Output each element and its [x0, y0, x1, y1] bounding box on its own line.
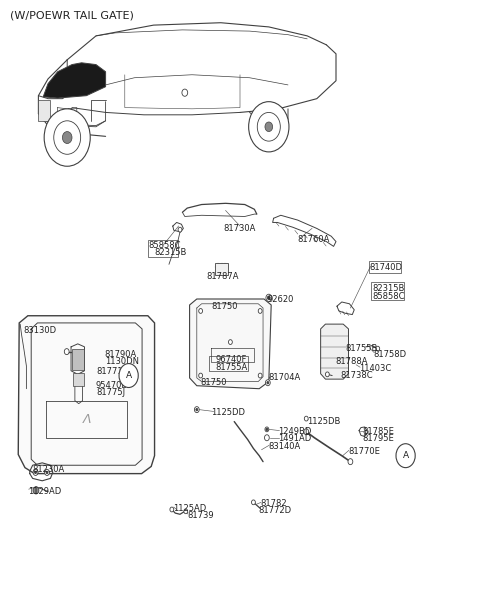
Circle shape: [45, 469, 49, 475]
Circle shape: [33, 487, 39, 494]
Circle shape: [45, 470, 49, 475]
Text: H: H: [67, 108, 72, 114]
Text: 95470L: 95470L: [96, 380, 127, 390]
Text: 81750: 81750: [211, 301, 238, 311]
Text: 81775J: 81775J: [96, 388, 125, 397]
Circle shape: [54, 121, 81, 154]
Bar: [72, 349, 84, 370]
Text: 1125DB: 1125DB: [307, 417, 341, 426]
Circle shape: [265, 380, 270, 386]
Text: 81771F: 81771F: [96, 367, 128, 377]
Circle shape: [266, 294, 272, 301]
Bar: [38, 100, 50, 121]
Text: 82315B: 82315B: [372, 283, 404, 293]
Circle shape: [228, 340, 232, 344]
Text: 83130D: 83130D: [23, 325, 56, 335]
Circle shape: [252, 500, 255, 505]
Text: 1130DN: 1130DN: [105, 356, 139, 366]
Circle shape: [267, 382, 269, 384]
Circle shape: [170, 507, 174, 512]
Circle shape: [396, 444, 415, 468]
Text: 96740F: 96740F: [215, 355, 246, 365]
Circle shape: [265, 122, 273, 132]
Circle shape: [119, 364, 138, 388]
Bar: [369, 261, 401, 273]
Text: 81770E: 81770E: [348, 447, 380, 456]
Text: 11403C: 11403C: [359, 364, 391, 373]
Circle shape: [182, 89, 188, 96]
Text: 81740D: 81740D: [370, 263, 403, 273]
Circle shape: [178, 227, 182, 232]
Circle shape: [194, 407, 199, 413]
Text: 81730A: 81730A: [224, 224, 256, 233]
Circle shape: [348, 459, 353, 465]
Circle shape: [33, 469, 38, 475]
Text: 81787A: 81787A: [206, 271, 239, 281]
Text: 81788A: 81788A: [335, 356, 368, 366]
Text: 1125AD: 1125AD: [173, 504, 206, 513]
Polygon shape: [190, 299, 271, 389]
Text: A: A: [126, 371, 132, 380]
Text: Ʌ: Ʌ: [83, 413, 92, 426]
Text: 81750: 81750: [201, 378, 227, 388]
Circle shape: [62, 132, 72, 144]
Text: 85858C: 85858C: [149, 240, 181, 250]
Text: A: A: [403, 451, 408, 460]
Circle shape: [199, 309, 203, 313]
Text: 81230A: 81230A: [33, 465, 65, 474]
Text: 81755A: 81755A: [215, 362, 247, 372]
Circle shape: [258, 309, 262, 313]
Circle shape: [325, 372, 329, 377]
Text: 81760A: 81760A: [298, 234, 330, 244]
Circle shape: [304, 429, 309, 435]
Text: 81790A: 81790A: [105, 349, 137, 359]
Polygon shape: [321, 324, 348, 379]
Bar: [215, 263, 228, 275]
Circle shape: [376, 346, 380, 351]
Text: 85858C: 85858C: [372, 291, 405, 301]
Text: 92620: 92620: [268, 294, 294, 304]
Circle shape: [46, 471, 48, 474]
Circle shape: [264, 435, 269, 441]
Bar: [73, 373, 84, 386]
Text: 81785E: 81785E: [362, 427, 394, 437]
Circle shape: [304, 416, 308, 421]
Text: 81738C: 81738C: [341, 371, 373, 380]
Circle shape: [184, 509, 188, 514]
Circle shape: [35, 471, 36, 474]
Text: 81739: 81739: [187, 511, 214, 520]
Text: 81782: 81782: [260, 499, 287, 508]
Text: 81758D: 81758D: [373, 349, 407, 359]
Text: 1491AD: 1491AD: [278, 434, 312, 444]
Text: 1129AD: 1129AD: [28, 487, 61, 496]
Text: 83140A: 83140A: [269, 441, 301, 451]
Circle shape: [196, 408, 198, 411]
Polygon shape: [18, 316, 155, 474]
Circle shape: [266, 428, 268, 431]
Text: 81772D: 81772D: [258, 506, 291, 515]
Text: 81755B: 81755B: [346, 343, 378, 353]
Circle shape: [265, 427, 269, 432]
Circle shape: [257, 112, 280, 141]
Circle shape: [34, 470, 38, 475]
Circle shape: [64, 349, 69, 355]
Circle shape: [267, 296, 270, 300]
Circle shape: [365, 430, 368, 434]
Circle shape: [249, 102, 289, 152]
Text: 81704A: 81704A: [269, 373, 301, 383]
Bar: [209, 356, 248, 371]
Circle shape: [44, 109, 90, 166]
Bar: [148, 240, 178, 257]
Text: 1125DD: 1125DD: [211, 408, 245, 417]
Text: 1249BD: 1249BD: [278, 427, 312, 437]
Text: 82315B: 82315B: [155, 248, 187, 257]
Circle shape: [199, 373, 203, 378]
Bar: [371, 282, 404, 300]
Polygon shape: [43, 63, 106, 98]
Text: (W/POEWR TAIL GATE): (W/POEWR TAIL GATE): [10, 11, 133, 21]
Text: 81795E: 81795E: [362, 434, 394, 444]
Circle shape: [258, 373, 262, 378]
